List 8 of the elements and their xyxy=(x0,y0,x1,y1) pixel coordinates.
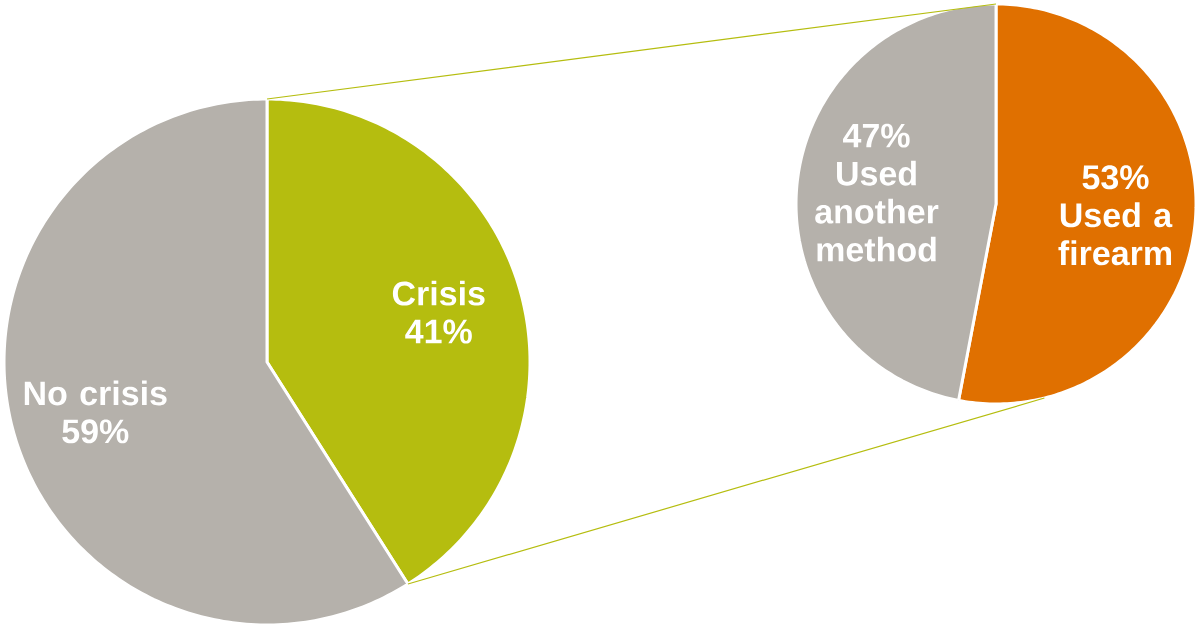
slice-label: Used another method xyxy=(815,160,939,262)
data-label: 53% xyxy=(1082,165,1149,190)
slice-label: No crisis xyxy=(24,380,167,406)
data-label: 59% xyxy=(62,419,129,444)
slice-label: Used a firearm xyxy=(1058,202,1173,266)
slice-label: Crisis xyxy=(392,280,485,306)
data-label: 47% xyxy=(843,123,910,148)
data-label: 41% xyxy=(405,319,472,344)
